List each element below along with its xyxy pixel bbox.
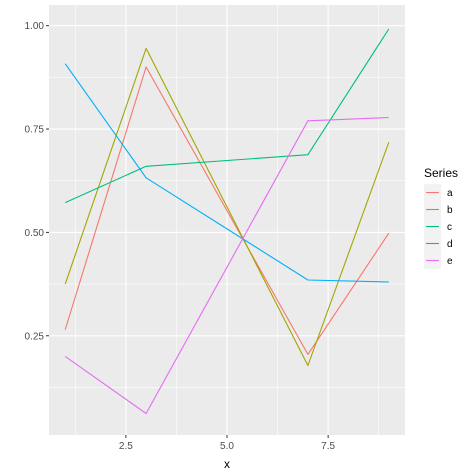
y-tick-label: 0.50 [25,228,45,239]
legend-label-b: b [447,205,453,216]
legend-label-c: c [447,222,452,233]
x-axis-ticks: 2.5 5.0 7.5 [119,435,336,452]
series-line-d [64,63,389,283]
y-tick-label: 0.75 [25,125,45,136]
series-line-c [64,28,390,204]
series-line-e [64,116,389,415]
legend-title: Series [424,166,458,180]
major-grid [49,5,405,435]
y-axis-ticks: 0.25 0.50 0.75 1.00 [25,21,49,342]
x-tick-label: 5.0 [220,441,234,452]
x-tick-label: 7.5 [321,441,335,452]
series-lines [64,28,390,415]
series-line-b [64,47,390,367]
y-tick-label: 1.00 [25,21,45,32]
x-axis-title: x [224,457,230,471]
y-tick-label: 0.25 [25,331,45,342]
legend-label-e: e [447,256,453,267]
series-line-a [64,66,390,355]
legend-label-a: a [447,188,453,199]
x-tick-label: 2.5 [119,441,133,452]
legend-label-d: d [447,239,453,250]
